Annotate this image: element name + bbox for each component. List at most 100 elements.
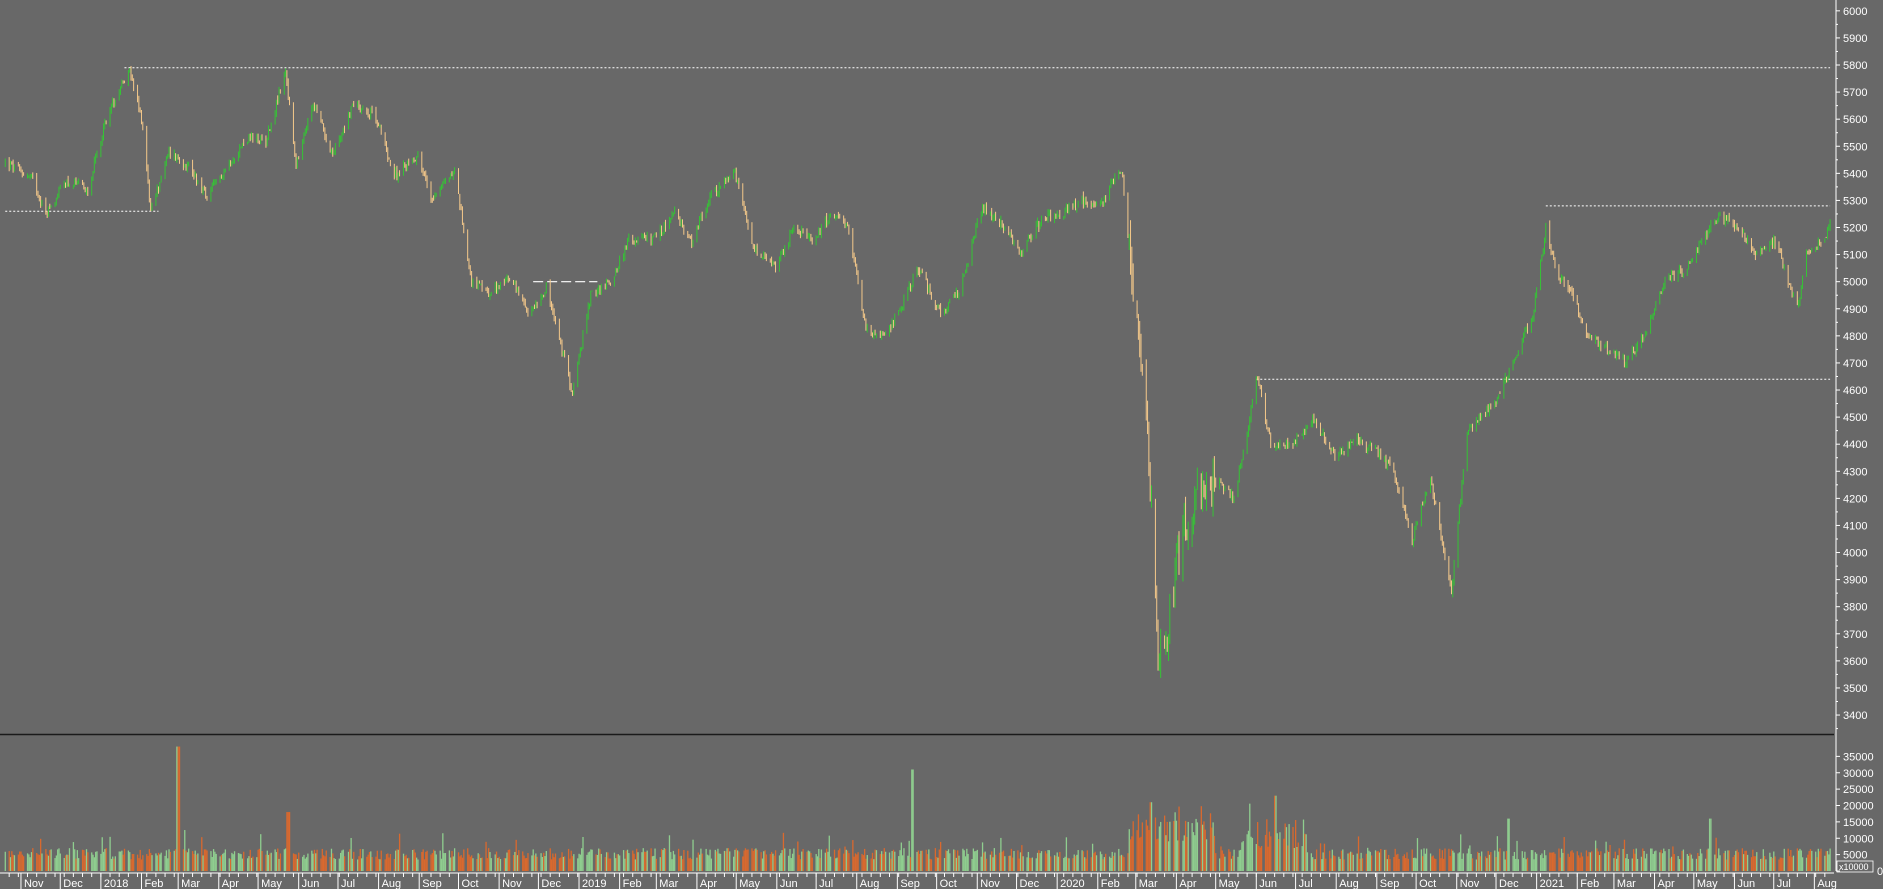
volume-bar (197, 853, 199, 871)
volume-bar (683, 850, 685, 871)
date-tick-label: Apr (1179, 878, 1196, 889)
volume-bar (1212, 822, 1214, 871)
volume-bar (32, 848, 34, 871)
volume-bar (670, 852, 672, 871)
volume-bar (275, 852, 278, 871)
volume-bar (415, 857, 418, 871)
volume-bar (781, 850, 783, 871)
volume-bar (1617, 855, 1619, 871)
volume-tick-label: 15000 (1843, 817, 1874, 829)
volume-bar (203, 849, 206, 871)
volume-bar (1496, 836, 1499, 871)
volume-bar (46, 854, 48, 871)
volume-bar (1395, 854, 1398, 871)
volume-bar (1120, 854, 1123, 871)
volume-bar (917, 850, 920, 871)
volume-bar (481, 857, 483, 871)
volume-bar (1086, 850, 1088, 871)
volume-bar (1035, 858, 1037, 871)
volume-bar (1807, 854, 1809, 871)
volume-bar (854, 853, 857, 871)
date-tick-label: 2019 (582, 878, 606, 889)
volume-bar (735, 848, 737, 871)
volume-bar (816, 856, 819, 871)
volume-bar (599, 849, 601, 871)
volume-bar (1579, 857, 1581, 871)
volume-bar (1384, 849, 1386, 871)
volume-bar (1219, 858, 1221, 871)
volume-bar (1129, 839, 1132, 871)
volume-bar (1148, 830, 1150, 871)
volume-bar (342, 849, 344, 871)
volume-bar (1072, 858, 1074, 871)
volume-bar (287, 812, 289, 871)
volume-bar (1594, 840, 1597, 871)
volume-bar (1209, 813, 1212, 871)
volume-bar (770, 851, 773, 871)
volume-bar (1018, 858, 1020, 871)
volume-bar (1439, 848, 1441, 871)
volume-bar (1744, 850, 1746, 871)
volume-bar (1026, 857, 1028, 871)
volume-bar (1241, 842, 1243, 871)
volume-bar (408, 857, 410, 871)
volume-bar (425, 851, 427, 871)
volume-bar (653, 855, 655, 871)
volume-bar (1545, 855, 1547, 871)
volume-bar (963, 850, 965, 871)
volume-bar (261, 850, 263, 871)
volume-bar (1487, 851, 1489, 871)
volume-bar (949, 853, 951, 871)
volume-bar (193, 853, 195, 871)
volume-bar (1279, 832, 1281, 871)
date-tick-label: Dec (1020, 878, 1040, 889)
volume-bar (912, 769, 914, 871)
date-tick-label: Dec (541, 878, 561, 889)
volume-bar (773, 855, 775, 871)
volume-bar (856, 854, 858, 871)
volume-bar (1357, 836, 1360, 871)
volume-bar (1632, 849, 1635, 871)
volume-bar (388, 857, 390, 871)
volume-bar (578, 853, 580, 871)
volume-bar (1707, 848, 1709, 871)
price-tick-label: 4300 (1843, 466, 1867, 478)
date-tick-label: Jul (819, 878, 833, 889)
date-tick-label: Jun (1259, 878, 1277, 889)
volume-bar (802, 849, 804, 871)
volume-bar (1306, 852, 1309, 871)
volume-bar (815, 854, 817, 871)
volume-bar (613, 852, 616, 871)
volume-bar (1829, 848, 1831, 871)
date-tick-label: Oct (462, 878, 479, 889)
volume-bar (845, 849, 847, 871)
volume-bar (64, 855, 67, 871)
volume-bar (919, 853, 921, 871)
volume-bar (582, 836, 584, 871)
volume-bar (1663, 848, 1665, 871)
volume-bar (1774, 856, 1776, 871)
volume-bar (1420, 849, 1423, 871)
volume-bar (1444, 848, 1446, 871)
volume-bar (505, 858, 507, 871)
volume-bar (1475, 859, 1478, 871)
volume-bar (1736, 849, 1738, 871)
date-tick-label: Sep (900, 878, 920, 889)
volume-bar (1581, 856, 1584, 871)
volume-bar (459, 856, 461, 871)
volume-bar (83, 850, 85, 871)
volume-bar (1727, 850, 1729, 871)
volume-bar (1708, 818, 1711, 871)
volume-bar (1374, 850, 1377, 871)
volume-bar (1352, 854, 1354, 871)
volume-bar (1008, 855, 1010, 871)
volume-bar (605, 852, 608, 871)
volume-bar (1347, 853, 1349, 871)
volume-bar (1608, 851, 1610, 871)
volume-bar (1431, 856, 1433, 871)
volume-bar (1044, 851, 1047, 871)
volume-bar (380, 850, 382, 871)
volume-bar (946, 851, 948, 871)
volume-bar (148, 849, 151, 871)
volume-bar (1325, 858, 1327, 871)
